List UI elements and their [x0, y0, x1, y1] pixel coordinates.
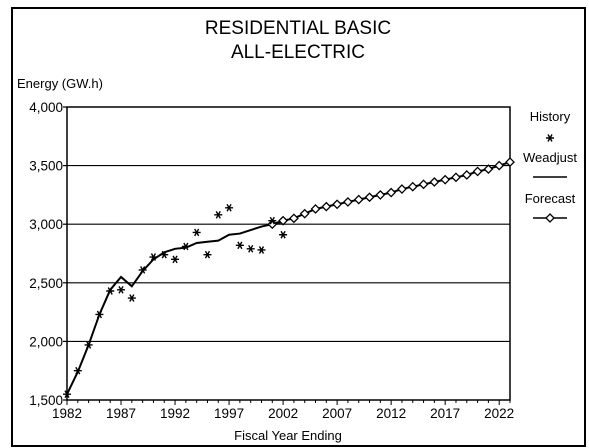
forecast-point-2016 [429, 177, 440, 187]
x-tick-label-6: 2012 [376, 406, 406, 421]
history-point-1989 [138, 266, 147, 274]
history-point-2002 [279, 230, 288, 239]
legend-history-marker [546, 134, 554, 142]
forecast-point-2022 [494, 160, 505, 171]
forecast-point-2021 [483, 164, 494, 175]
history-point-1996 [214, 210, 223, 219]
history-point-1994 [192, 228, 201, 237]
y-tick-label-1: 2,000 [29, 334, 63, 349]
forecast-point-2013 [397, 184, 407, 194]
y-tick-label-2: 2,500 [29, 276, 63, 291]
forecast-point-2014 [407, 181, 418, 192]
history-point-1983 [73, 366, 82, 375]
legend-forecast-marker [533, 213, 567, 223]
x-tick-label-7: 2017 [430, 406, 460, 421]
forecast-point-2006 [321, 201, 332, 212]
legend-label-forecast: Forecast [525, 191, 576, 206]
x-axis-title: Fiscal Year Ending [234, 428, 342, 443]
y-tick-label-5: 4,000 [29, 100, 63, 115]
y-tick-label-3: 3,000 [29, 217, 63, 232]
x-tick-label-3: 1997 [214, 406, 244, 421]
history-point-1999 [246, 244, 255, 253]
x-tick-label-5: 2007 [322, 406, 352, 421]
history-point-2001 [268, 216, 277, 225]
legend-label-history: History [530, 109, 571, 124]
history-point-1995 [203, 250, 212, 259]
history-point-1997 [225, 203, 234, 212]
history-point-1988 [127, 294, 136, 302]
x-tick-label-1: 1987 [106, 406, 136, 421]
x-tick-label-8: 2022 [484, 406, 514, 421]
forecast-point-2003 [288, 213, 299, 224]
forecast-point-2002 [278, 215, 289, 226]
forecast-point-2007 [332, 199, 343, 210]
history-point-1993 [181, 242, 190, 251]
forecast-point-2005 [310, 204, 321, 214]
plot-border [66, 106, 511, 401]
x-tick-label-4: 2002 [268, 406, 298, 421]
history-point-1986 [106, 287, 115, 295]
chart-title-line-2: ALL-ELECTRIC [231, 42, 365, 63]
history-point-1982 [63, 390, 71, 398]
x-tick-label-0: 1982 [52, 406, 82, 421]
y-axis-title: Energy (GW.h) [17, 76, 103, 91]
history-point-1991 [160, 250, 169, 259]
series-weadjust-line [66, 220, 284, 395]
history-point-1984 [84, 341, 93, 349]
x-tick-label-2: 1992 [160, 406, 190, 421]
forecast-point-2018 [451, 172, 461, 183]
forecast-point-2001 [267, 219, 278, 230]
forecast-point-2015 [418, 179, 429, 190]
forecast-point-2004 [299, 208, 310, 219]
history-point-1998 [235, 241, 244, 250]
forecast-point-2017 [440, 174, 451, 185]
legend: History Weadjust Forecast [523, 109, 577, 223]
forecast-point-2023 [505, 157, 515, 168]
history-point-1992 [171, 255, 180, 264]
forecast-point-2019 [461, 170, 472, 180]
forecast-point-2009 [353, 194, 364, 205]
figure-frame [11, 7, 586, 447]
forecast-point-2011 [375, 189, 386, 200]
history-point-1987 [117, 286, 126, 294]
history-point-1985 [95, 310, 104, 319]
forecast-point-2010 [364, 192, 375, 203]
chart-title-line-1: RESIDENTIAL BASIC [205, 18, 391, 39]
history-point-2000 [257, 246, 266, 254]
forecast-point-2008 [343, 197, 353, 207]
y-tick-label-0: 1,500 [29, 393, 63, 408]
history-point-1990 [149, 253, 158, 261]
forecast-point-2020 [472, 166, 483, 177]
legend-history-asterisk [546, 134, 554, 142]
legend-label-weadjust: Weadjust [523, 150, 577, 165]
y-tick-label-4: 3,500 [29, 159, 63, 174]
legend-forecast-diamond [545, 213, 555, 223]
plot-area: 1,500 2,000 2,500 3,000 3,500 4,000 1982 1987 19… [29, 100, 515, 421]
forecast-point-2012 [386, 187, 397, 198]
